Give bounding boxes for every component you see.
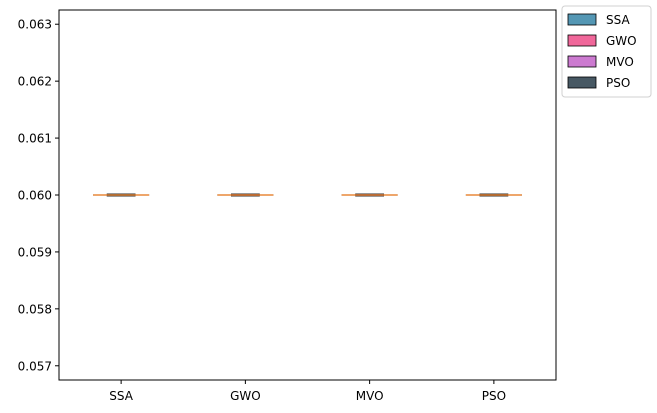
boxes <box>93 193 522 197</box>
legend-swatch-pso <box>567 76 597 89</box>
y-tick-label: 0.062 <box>18 75 52 89</box>
y-tick-label: 0.060 <box>18 189 52 203</box>
legend-label-gwo: GWO <box>606 34 637 48</box>
legend-label-ssa: SSA <box>606 13 630 27</box>
legend-swatch-ssa <box>567 13 597 26</box>
x-tick-label: PSO <box>482 389 506 403</box>
x-tick-label: SSA <box>109 389 133 403</box>
y-axis-ticks: 0.057 0.058 0.059 0.060 0.061 0.062 0.063 <box>18 18 59 373</box>
x-axis-ticks: SSA GWO MVO PSO <box>109 380 506 403</box>
x-tick-label: MVO <box>356 389 384 403</box>
y-tick-label: 0.057 <box>18 359 52 373</box>
x-tick-label: GWO <box>230 389 261 403</box>
y-tick-label: 0.059 <box>18 245 52 259</box>
y-tick-label: 0.063 <box>18 18 52 32</box>
plot-area-frame <box>58 9 557 381</box>
y-tick-label: 0.061 <box>18 132 52 146</box>
y-tick-label: 0.058 <box>18 302 52 316</box>
legend-frame <box>561 5 652 98</box>
legend-swatch-gwo <box>567 34 597 47</box>
legend: SSA GWO MVO PSO <box>561 5 652 98</box>
legend-label-mvo: MVO <box>606 55 634 69</box>
legend-swatch-mvo <box>567 55 597 68</box>
legend-label-pso: PSO <box>606 76 630 90</box>
